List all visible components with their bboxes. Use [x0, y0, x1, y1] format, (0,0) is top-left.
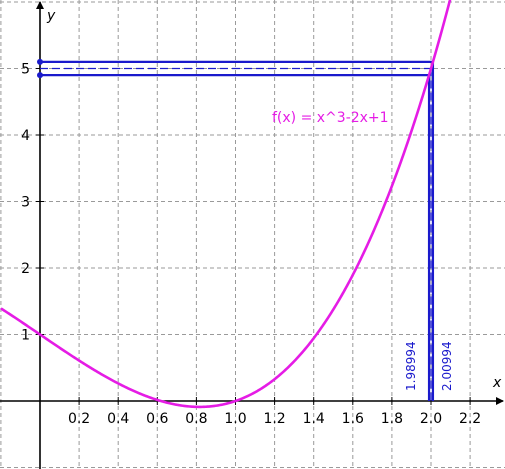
x-tick-label: 0.6 — [146, 411, 168, 427]
x-axis-arrow — [496, 397, 504, 405]
ticks: 0.2 0.4 0.6 0.8 1.0 1.2 1.4 1.6 1.8 2.0 2.2 1 2 3 4 5 — [21, 62, 481, 428]
y-tick-label: 5 — [21, 62, 30, 78]
x-tick-label: 2.0 — [420, 411, 442, 427]
function-label: f(x) = x^3-2x+1 — [272, 110, 389, 126]
x-tick-label: 0.2 — [68, 411, 90, 427]
guide-point-y-upper — [37, 58, 43, 65]
x-lower-value-label: 1.98994 — [404, 341, 418, 391]
y-tick-label: 4 — [21, 128, 30, 144]
x-tick-label: 0.4 — [107, 411, 129, 427]
curve-group — [0, 0, 452, 409]
guide-lines — [37, 58, 435, 401]
x-tick-label: 1.4 — [303, 411, 325, 427]
y-tick-label: 3 — [21, 195, 30, 211]
x-tick-label: 0.8 — [185, 411, 207, 427]
x-axis-label: x — [492, 375, 502, 391]
labels: x y 1.98994 2.00994 f(x) = x^3-2x+1 — [46, 8, 502, 391]
y-axis-label: y — [46, 8, 56, 24]
x-upper-value-label: 2.00994 — [440, 341, 454, 391]
function-curve — [0, 0, 452, 409]
y-axis-arrow — [36, 1, 44, 9]
guide-point-y-lower — [37, 72, 43, 79]
x-tick-label: 2.2 — [459, 411, 481, 427]
x-tick-label: 1.2 — [263, 411, 285, 427]
x-tick-label: 1.8 — [381, 411, 403, 427]
x-tick-label: 1.0 — [224, 411, 246, 427]
x-tick-label: 1.6 — [342, 411, 364, 427]
y-tick-label: 2 — [21, 261, 30, 277]
y-tick-label: 1 — [21, 328, 30, 344]
